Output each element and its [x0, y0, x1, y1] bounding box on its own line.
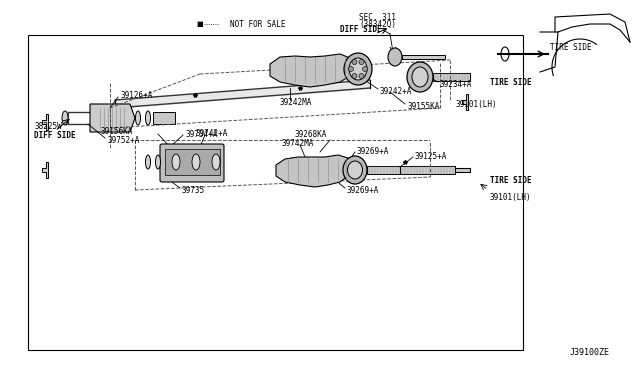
Polygon shape [400, 166, 455, 174]
Ellipse shape [145, 111, 150, 125]
Ellipse shape [156, 155, 161, 169]
Ellipse shape [212, 154, 220, 170]
Text: 39269+A: 39269+A [347, 186, 380, 195]
Text: TIRE SIDE: TIRE SIDE [490, 77, 532, 87]
Polygon shape [462, 94, 468, 110]
Text: (38342Q): (38342Q) [360, 19, 397, 29]
Polygon shape [42, 114, 48, 130]
Text: 39155KA: 39155KA [408, 102, 440, 110]
Text: TIRE SIDE: TIRE SIDE [550, 42, 591, 51]
Ellipse shape [192, 154, 200, 170]
Polygon shape [153, 112, 175, 124]
Text: 39735: 39735 [182, 186, 205, 195]
Circle shape [362, 67, 367, 71]
Ellipse shape [145, 155, 150, 169]
Text: 39752+A: 39752+A [107, 135, 140, 144]
Ellipse shape [388, 48, 402, 66]
Circle shape [352, 60, 357, 65]
Ellipse shape [62, 111, 68, 125]
FancyBboxPatch shape [28, 35, 523, 350]
Text: 39269+A: 39269+A [357, 147, 389, 155]
Text: 39125+A: 39125+A [415, 151, 447, 160]
Text: DIFF SIDE: DIFF SIDE [34, 131, 76, 140]
Ellipse shape [407, 62, 433, 92]
Text: 39242+A: 39242+A [380, 87, 412, 96]
Text: ■: ■ [196, 21, 204, 27]
Text: 39742+A: 39742+A [195, 128, 227, 138]
Text: 39156KA: 39156KA [100, 126, 132, 135]
Circle shape [349, 67, 353, 71]
Text: 39101(LH): 39101(LH) [456, 99, 498, 109]
Text: SEC. 311: SEC. 311 [360, 13, 397, 22]
Polygon shape [98, 108, 128, 128]
Text: TIRE SIDE: TIRE SIDE [490, 176, 532, 185]
Polygon shape [367, 166, 400, 174]
Text: 39242MA: 39242MA [280, 97, 312, 106]
Text: 39126+A: 39126+A [120, 90, 152, 99]
Polygon shape [455, 168, 470, 172]
Ellipse shape [349, 58, 367, 80]
Text: DIFF SIDE: DIFF SIDE [340, 25, 381, 33]
Text: 39101(LH): 39101(LH) [490, 192, 532, 202]
Polygon shape [90, 104, 135, 132]
Text: 39268KA: 39268KA [295, 129, 328, 138]
Text: 38225W: 38225W [34, 122, 61, 131]
Ellipse shape [136, 111, 141, 125]
Text: J39100ZE: J39100ZE [570, 348, 610, 357]
Text: 39234+A: 39234+A [440, 80, 472, 89]
Circle shape [359, 60, 364, 65]
Circle shape [359, 73, 364, 78]
Polygon shape [276, 155, 352, 187]
Ellipse shape [344, 53, 372, 85]
Text: 39742MA: 39742MA [282, 138, 314, 148]
FancyBboxPatch shape [160, 144, 224, 182]
Polygon shape [42, 162, 48, 178]
Polygon shape [402, 55, 445, 59]
Ellipse shape [348, 161, 362, 179]
Ellipse shape [343, 156, 367, 184]
Polygon shape [270, 54, 355, 87]
Circle shape [352, 73, 357, 78]
Ellipse shape [412, 67, 428, 87]
Ellipse shape [172, 154, 180, 170]
Polygon shape [165, 149, 220, 175]
Text: 39734+A: 39734+A [185, 129, 218, 138]
Text: NOT FOR SALE: NOT FOR SALE [230, 19, 285, 29]
Polygon shape [433, 73, 470, 81]
